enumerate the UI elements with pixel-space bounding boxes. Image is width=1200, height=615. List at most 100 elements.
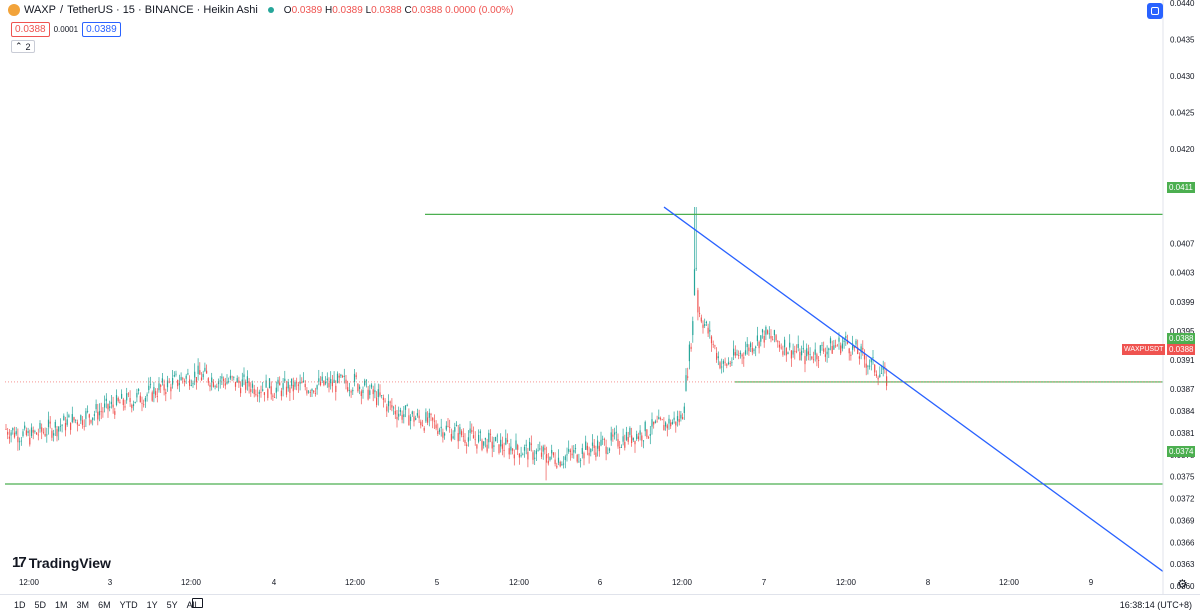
candle-body [112, 404, 114, 408]
candle-body [30, 427, 33, 436]
candle-body [241, 379, 243, 387]
candle-body [733, 348, 735, 356]
range-6m[interactable]: 6M [98, 600, 111, 610]
candle-body [581, 448, 583, 454]
candle-body [573, 449, 575, 453]
candle-body [804, 356, 806, 365]
candle-body [233, 376, 235, 378]
clock-display[interactable]: 16:38:14 (UTC+8) [1119, 600, 1192, 610]
tradingview-icon: 17 [12, 554, 27, 571]
candle-body [110, 401, 112, 405]
fullscreen-button[interactable] [1147, 3, 1163, 19]
candle-body [624, 442, 626, 448]
candle-body [848, 348, 850, 354]
candle-body [751, 347, 753, 353]
price-tick-label: 0.0387 [1170, 385, 1195, 394]
candle-body [880, 373, 883, 374]
calendar-icon[interactable] [192, 598, 203, 608]
price-axis[interactable]: 0.04400.04350.04300.04250.04200.04150.04… [1162, 0, 1195, 594]
candle-body [544, 448, 546, 450]
candle-body [483, 441, 485, 446]
candle-body [102, 411, 104, 413]
range-1d[interactable]: 1D [14, 600, 26, 610]
range-1y[interactable]: 1Y [146, 600, 158, 610]
range-all[interactable]: All [186, 600, 197, 610]
candle-body [238, 380, 240, 384]
candle-body [265, 380, 267, 388]
range-5y[interactable]: 5Y [166, 600, 178, 610]
buy-button[interactable]: 0.0389 [82, 22, 121, 37]
candle-body [63, 415, 65, 421]
candle-body [66, 419, 68, 425]
candle-body [347, 387, 349, 391]
candle-body [432, 417, 434, 421]
range-ytd[interactable]: YTD [119, 600, 138, 610]
candle-body [340, 374, 342, 377]
candle-body [195, 376, 197, 383]
candle-body [134, 401, 136, 404]
candle-body [365, 379, 367, 381]
candle-body [784, 339, 786, 348]
range-3m[interactable]: 3M [76, 600, 90, 610]
settings-gear-icon[interactable]: ⚙ [1177, 577, 1188, 591]
candle-body [540, 452, 543, 457]
candle-body [236, 378, 238, 383]
candle-body [132, 404, 135, 407]
candle-body [216, 386, 218, 388]
symbol-name[interactable]: WAXP [24, 4, 56, 16]
candle-body [501, 444, 503, 449]
candle-body [693, 269, 696, 296]
candle-body [712, 343, 714, 345]
candle-body [221, 376, 223, 379]
candle-body [785, 347, 787, 356]
candle-body [719, 362, 721, 369]
candle-body [165, 392, 167, 394]
candle-body [398, 413, 400, 417]
time-tick-label: 12:00 [836, 578, 857, 587]
candle-body [197, 365, 199, 374]
candle-body [829, 338, 832, 344]
candle-body [144, 397, 146, 402]
candle-body [648, 437, 650, 439]
range-selector: 1D 5D 1M 3M 6M YTD 1Y 5Y All [14, 600, 197, 610]
range-1m[interactable]: 1M [55, 600, 68, 610]
candle-body [376, 397, 378, 405]
candle-body [568, 448, 570, 452]
candle-body [539, 448, 541, 450]
candle-body [80, 415, 82, 421]
candle-body [88, 414, 90, 418]
candle-body [343, 375, 345, 377]
range-5d[interactable]: 5D [34, 600, 47, 610]
sell-button[interactable]: 0.0388 [11, 22, 50, 37]
candle-body [508, 448, 510, 455]
candle-body [659, 418, 662, 420]
candle-body [462, 435, 464, 437]
symbol-legend[interactable]: WAXP / TetherUS · 15 · BINANCE · Heikin … [8, 4, 514, 16]
candle-body [370, 384, 373, 388]
candle-body [661, 419, 663, 421]
candle-body [51, 430, 53, 438]
candle-body [457, 433, 459, 442]
candle-body [318, 378, 320, 382]
candle-body [821, 345, 823, 346]
candle-body [219, 380, 221, 382]
symbol-separator: / [60, 4, 64, 16]
candle-body [447, 426, 449, 427]
candle-body [765, 326, 767, 335]
candle-body [333, 379, 335, 383]
candle-body [637, 436, 639, 439]
candle-body [687, 376, 689, 378]
candle-body [748, 347, 750, 352]
candle-body [450, 433, 452, 441]
trade-panel: 0.0388 0.0001 0.0389 [11, 22, 121, 37]
candle-body [440, 426, 442, 429]
candle-body [522, 454, 524, 456]
bottom-toolbar: 1D 5D 1M 3M 6M YTD 1Y 5Y All 16:38:14 (U… [0, 594, 1200, 615]
time-axis[interactable]: 12:00 3 12:00 4 12:00 5 12:00 6 12:00 7 12:00 8 12:0… [19, 578, 1094, 587]
candle-body [29, 437, 31, 445]
candle-body [20, 440, 22, 442]
indicators-toggle[interactable]: ⌃ 2 [11, 40, 35, 53]
candle-body [561, 464, 563, 466]
candle-body [792, 350, 794, 355]
